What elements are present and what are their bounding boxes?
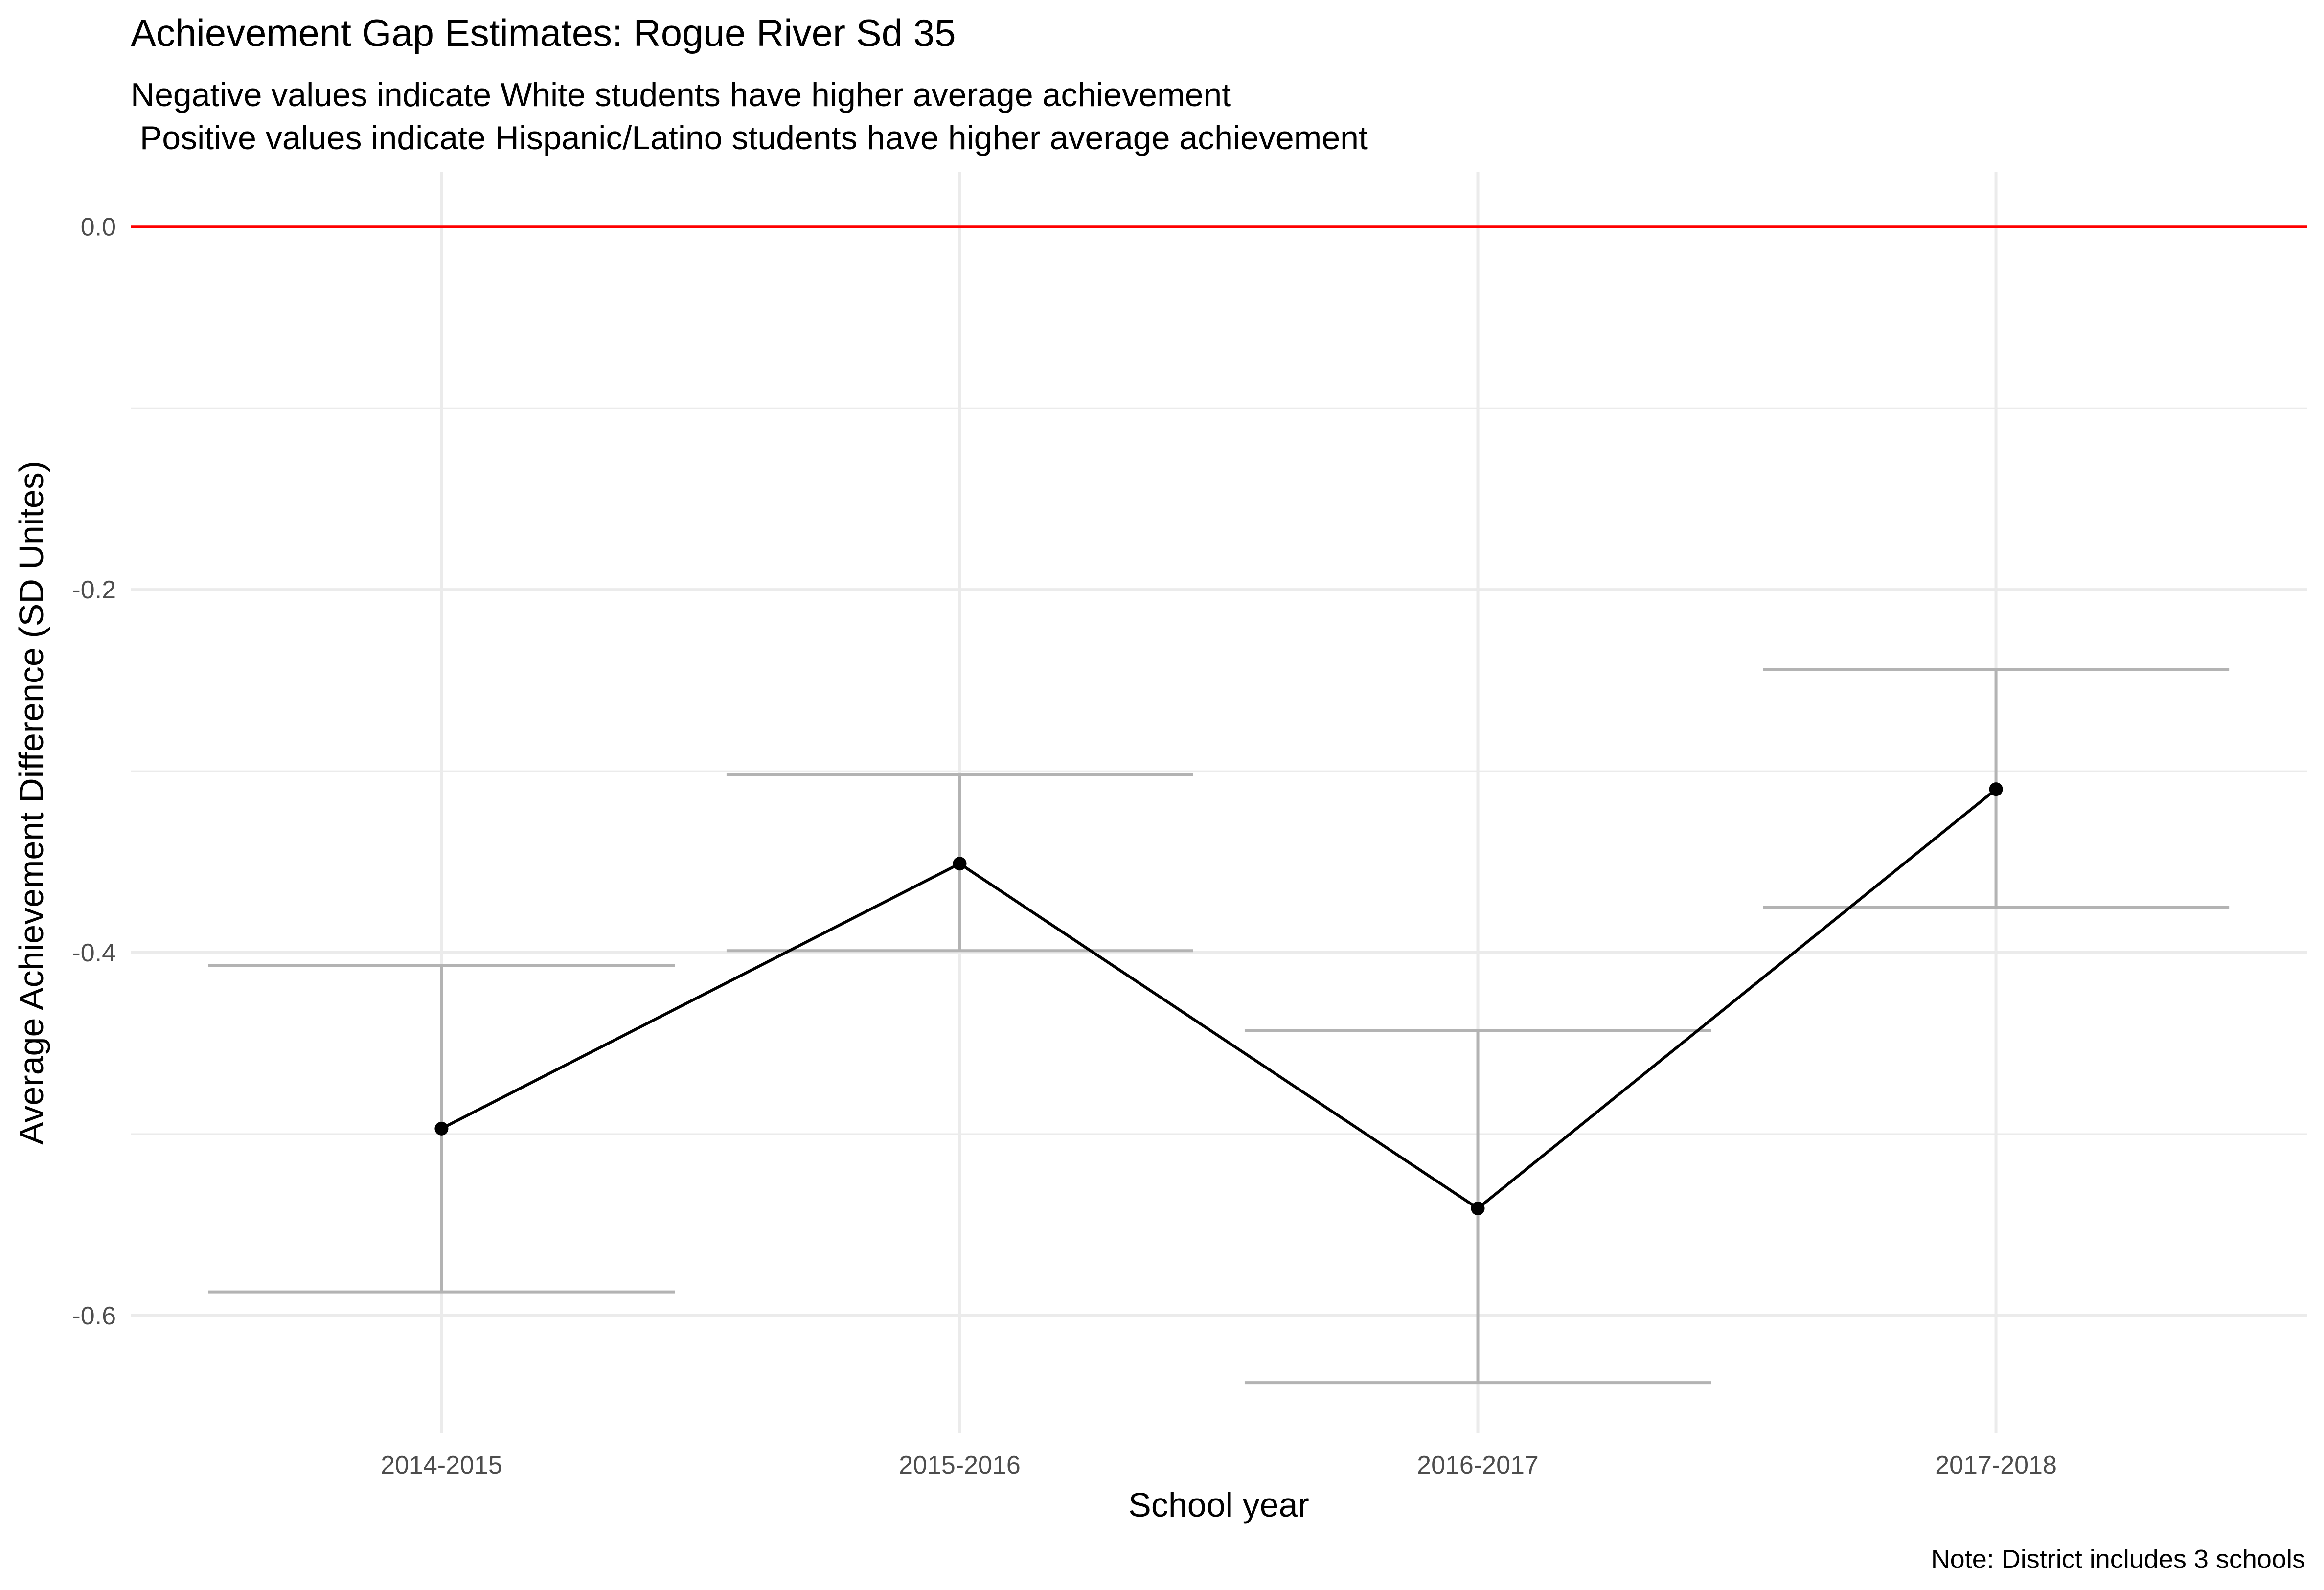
y-tick-label: -0.6 bbox=[72, 1302, 116, 1330]
y-tick-label: 0.0 bbox=[81, 213, 116, 241]
chart-subtitle: Negative values indicate White students … bbox=[131, 76, 1368, 157]
data-point bbox=[953, 857, 967, 871]
y-axis-ticks: 0.0 -0.2 -0.4 -0.6 bbox=[72, 213, 116, 1330]
y-tick-label: -0.4 bbox=[72, 939, 116, 967]
chart-title: Achievement Gap Estimates: Rogue River S… bbox=[131, 11, 956, 54]
minor-gridlines bbox=[131, 407, 2307, 1135]
y-axis-title: Average Achievement Difference (SD Unite… bbox=[12, 461, 50, 1145]
error-bars bbox=[208, 668, 2230, 1385]
chart-caption: Note: District includes 3 schools bbox=[1931, 1545, 2305, 1574]
x-axis-title: School year bbox=[1128, 1486, 1309, 1524]
series-line bbox=[441, 788, 1997, 1210]
x-tick-label: 2015-2016 bbox=[899, 1451, 1021, 1479]
y-tick-label: -0.2 bbox=[72, 576, 116, 604]
x-tick-label: 2017-2018 bbox=[1935, 1451, 2057, 1479]
series-line-group bbox=[441, 788, 1997, 1210]
data-point bbox=[1989, 782, 2003, 796]
data-points bbox=[434, 782, 2003, 1216]
data-point bbox=[1471, 1202, 1485, 1216]
x-tick-label: 2014-2015 bbox=[381, 1451, 502, 1479]
x-axis-ticks: 2014-2015 2015-2016 2016-2017 2017-2018 bbox=[381, 1451, 2057, 1479]
x-tick-label: 2016-2017 bbox=[1417, 1451, 1539, 1479]
data-point bbox=[434, 1121, 449, 1136]
